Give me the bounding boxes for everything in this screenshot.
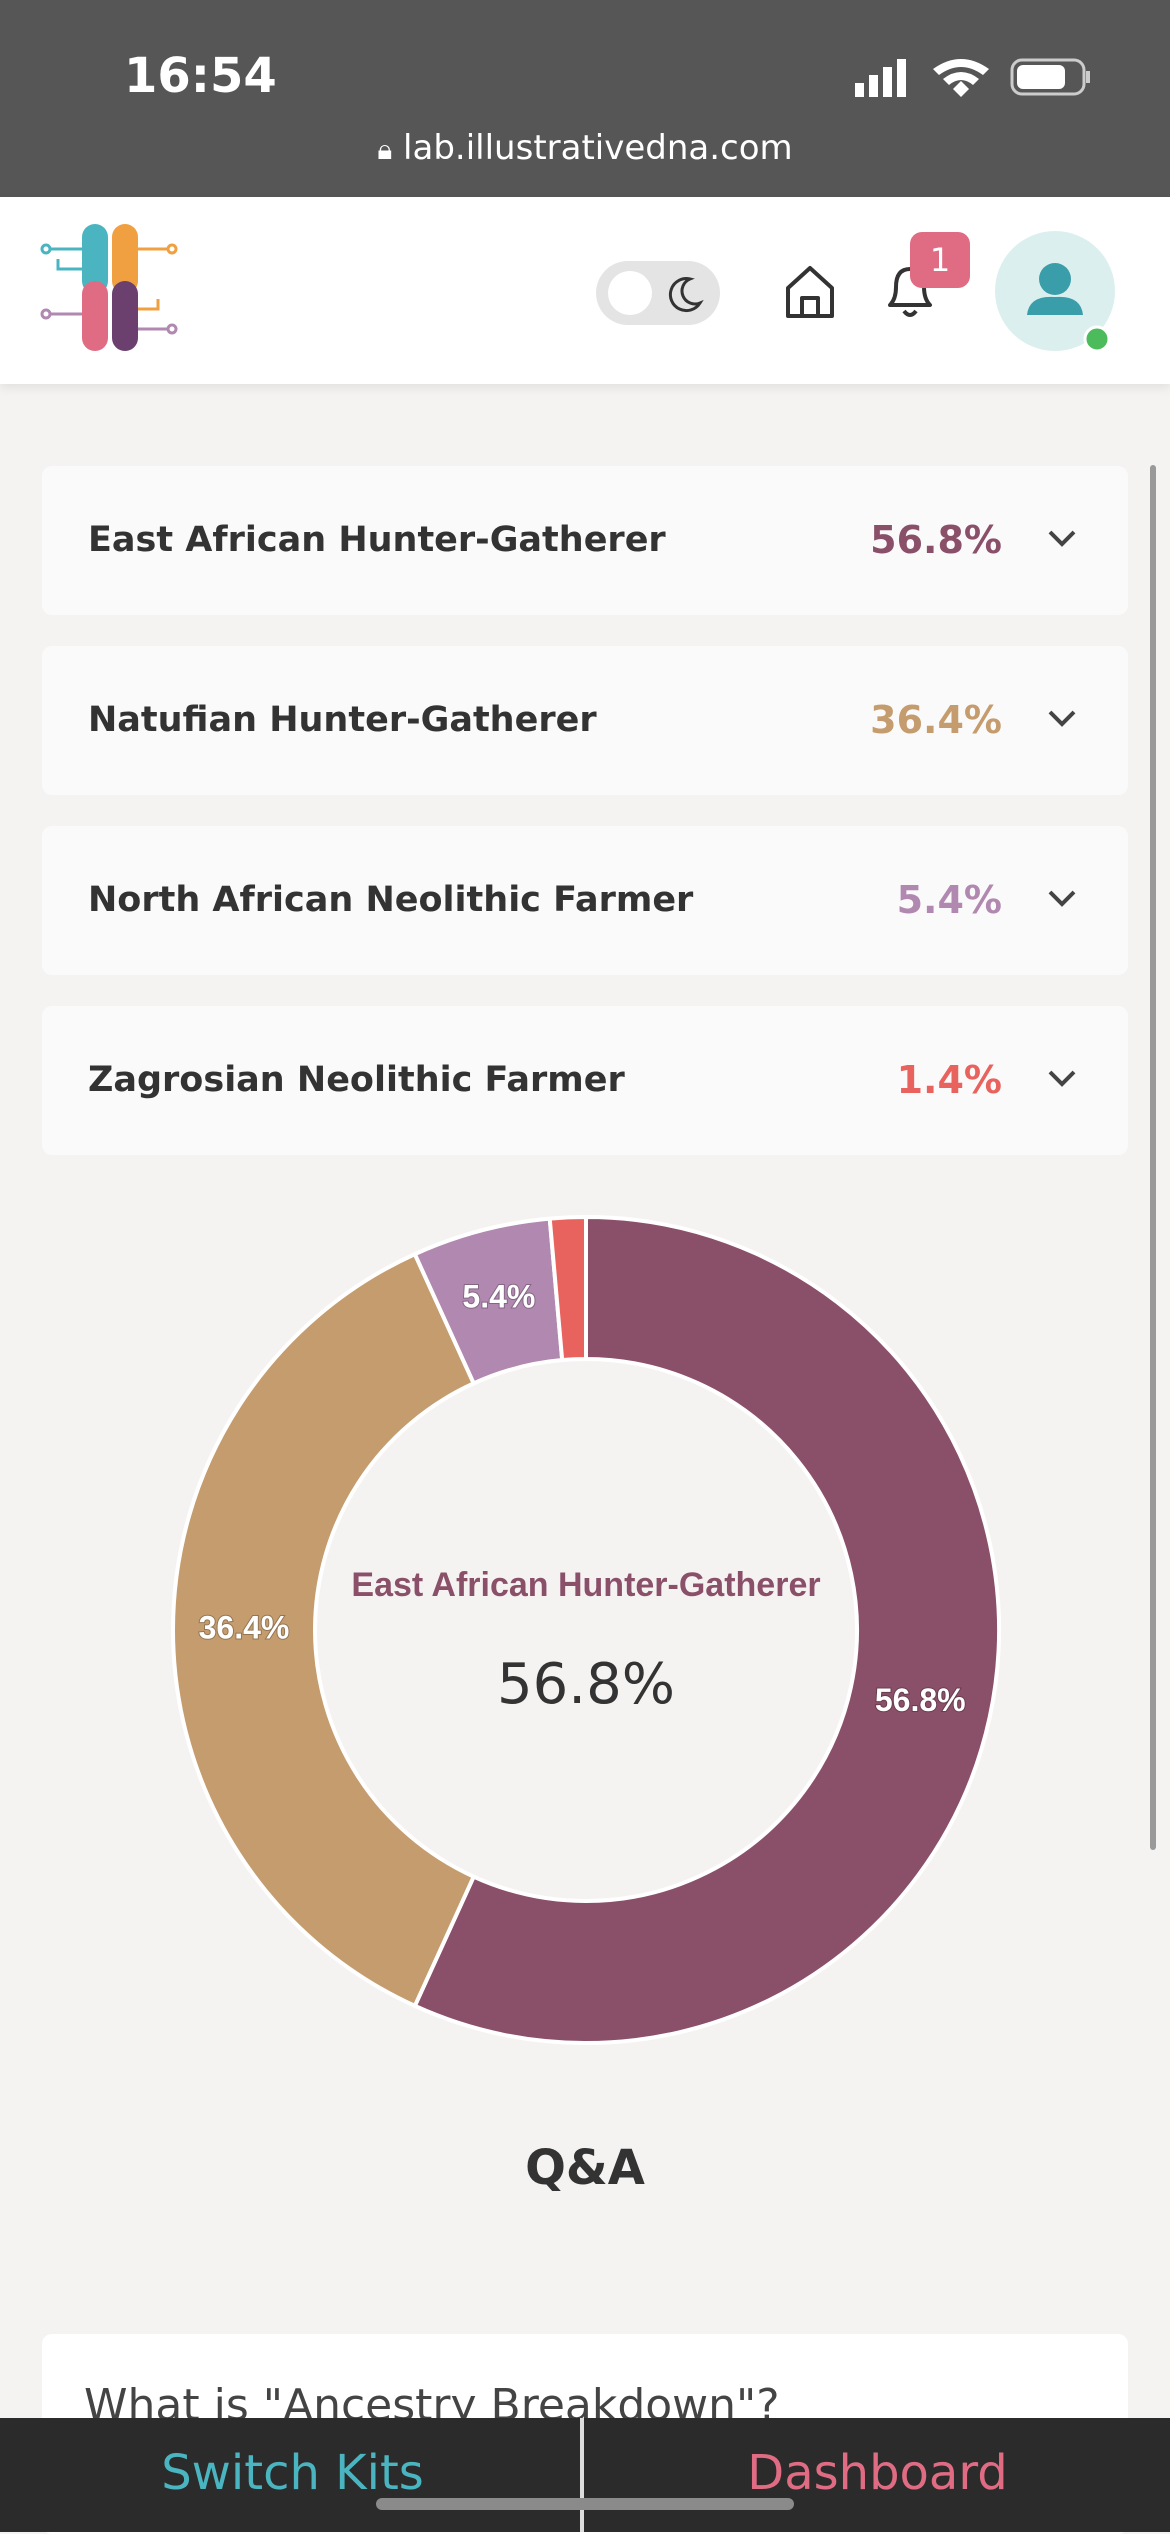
center-category: East African Hunter-Gatherer: [351, 1566, 820, 1604]
scrollbar: [1150, 465, 1156, 1850]
donut-slice: [171, 1251, 477, 2009]
slice-label: 36.4%: [199, 1609, 290, 1645]
ancestry-name: East African Hunter-Gatherer: [88, 520, 666, 560]
ancestry-name: Natufian Hunter-Gatherer: [88, 700, 597, 740]
ancestry-percent: 56.8%: [870, 518, 1002, 562]
chevron[interactable]: [1046, 706, 1078, 730]
donut-slice: [547, 1214, 588, 1363]
ancestry-name: North African Neolithic Farmer: [88, 880, 694, 920]
ancestry-row[interactable]: East African Hunter-Gatherer 56.8%: [42, 466, 1128, 615]
dashboard-button[interactable]: Dashboard: [747, 2445, 1008, 2501]
center-value: 56.8%: [497, 1652, 675, 1717]
donut-slice: [412, 1214, 1001, 2045]
qa-title: Q&A: [525, 2140, 645, 2196]
ancestry-row[interactable]: Natufian Hunter-Gatherer 36.4%: [42, 646, 1128, 795]
ancestry-percent: 36.4%: [870, 698, 1002, 742]
app-header: [0, 197, 1170, 384]
switch-kits-button[interactable]: Switch Kits: [161, 2445, 424, 2501]
notification-badge[interactable]: 1: [910, 232, 970, 288]
ancestry-row[interactable]: North African Neolithic Farmer 5.4%: [42, 826, 1128, 975]
ancestry-row[interactable]: Zagrosian Neolithic Farmer 1.4%: [42, 1006, 1128, 1155]
footer-decor: [376, 2418, 794, 2532]
chevron[interactable]: [1046, 886, 1078, 910]
ancestry-percent: 5.4%: [896, 878, 1002, 922]
ancestry-name: Zagrosian Neolithic Farmer: [88, 1060, 625, 1100]
url[interactable]: 🔒︎ lab.illustrativedna.com: [377, 128, 793, 168]
status-icons: [855, 58, 1090, 97]
footer-nav: Switch Kits Dashboard: [0, 2418, 1170, 2532]
chevron[interactable]: [1046, 1066, 1078, 1090]
home-icon[interactable]: [780, 262, 840, 322]
slice-label: 56.8%: [875, 1682, 966, 1718]
donut-chart: 56.8% 36.4% 5.4% East African Hunter-Gather…: [171, 1214, 1001, 2045]
url-text: lab.illustrativedna.com: [403, 128, 793, 168]
chevron[interactable]: [1046, 526, 1078, 550]
clock: 16:54: [124, 48, 277, 104]
logo[interactable]: [40, 219, 180, 354]
theme-toggle[interactable]: [594, 259, 724, 329]
slice-label: 5.4%: [462, 1279, 535, 1315]
ancestry-percent: 1.4%: [896, 1058, 1002, 1102]
status-bar: 16:54 🔒︎ lab.illustrativedna.com: [0, 0, 1170, 197]
avatar[interactable]: [993, 229, 1123, 359]
